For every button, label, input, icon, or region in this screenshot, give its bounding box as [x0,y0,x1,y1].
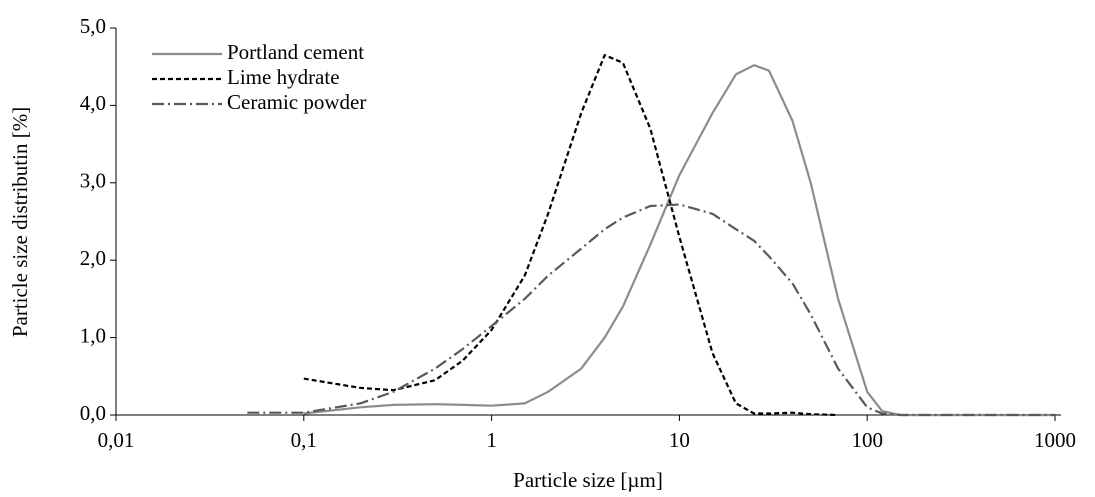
y-tick-label: 4,0 [80,91,106,115]
x-tick-label: 100 [851,428,883,452]
legend-label: Lime hydrate [227,65,340,89]
y-tick-label: 5,0 [80,14,106,38]
y-tick-label: 0,0 [80,401,106,425]
x-tick-label: 1 [486,428,497,452]
y-tick-label: 2,0 [80,246,106,270]
legend-label: Ceramic powder [227,90,366,114]
x-axis-label: Particle size [µm] [513,468,663,492]
y-axis-label: Particle size distributin [%] [8,107,32,337]
series-line [247,203,1055,417]
x-tick-label: 0,01 [98,428,135,452]
series-line [303,54,839,417]
series-line [303,64,1055,417]
y-tick-label: 3,0 [80,169,106,193]
y-tick-label: 1,0 [80,323,106,347]
x-tick-label: 10 [669,428,690,452]
legend-label: Portland cement [227,40,364,64]
x-tick-label: 0,1 [291,428,317,452]
x-tick-label: 1000 [1034,428,1076,452]
